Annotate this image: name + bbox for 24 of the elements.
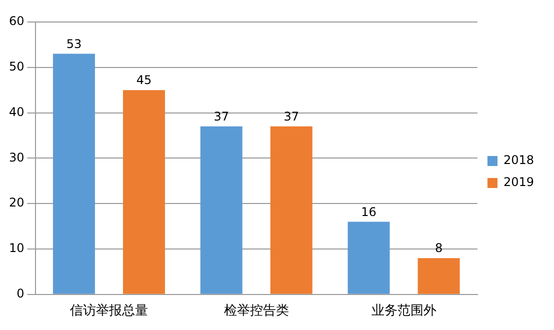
bar — [348, 222, 390, 294]
y-tick-label: 10 — [8, 241, 24, 256]
y-tick-label: 0 — [16, 286, 24, 301]
x-tick-label: 检举控告类 — [224, 304, 289, 319]
y-tick-label: 50 — [8, 60, 24, 74]
bar — [200, 126, 242, 294]
data-label: 45 — [136, 73, 152, 88]
data-label: 37 — [214, 110, 229, 124]
legend-label: 2018 — [503, 153, 534, 168]
bar — [270, 126, 312, 294]
y-tick-label: 20 — [8, 196, 24, 210]
y-tick-label: 40 — [8, 104, 24, 119]
y-tick-label: 60 — [8, 14, 24, 28]
bar — [418, 258, 460, 294]
data-label: 8 — [434, 241, 443, 256]
legend-label: 2019 — [503, 175, 534, 190]
x-tick-label: 信访举报总量 — [70, 302, 148, 319]
data-label: 53 — [66, 36, 82, 51]
y-tick-label: 30 — [8, 150, 24, 164]
data-label: 16 — [361, 204, 376, 219]
bar — [52, 54, 95, 294]
bar — [122, 90, 165, 294]
data-label: 37 — [284, 110, 300, 124]
x-tick-label: 业务范围外 — [371, 304, 436, 319]
